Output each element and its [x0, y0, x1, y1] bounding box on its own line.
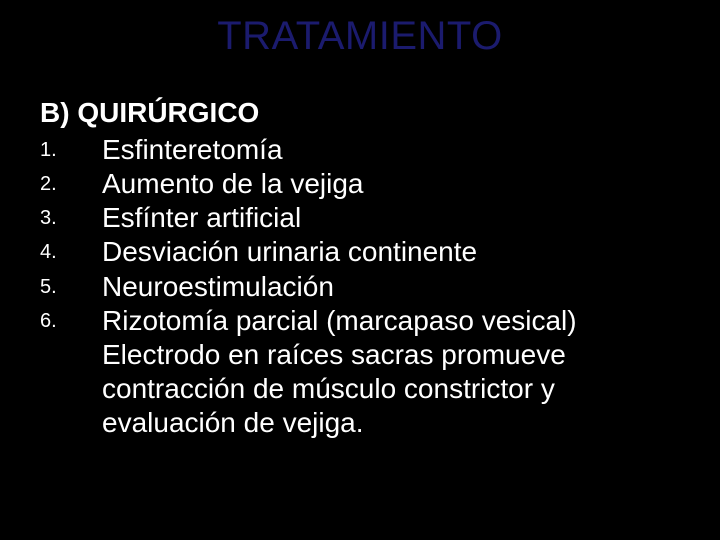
- list-item: 5. Neuroestimulación: [40, 270, 680, 304]
- list-item: 4. Desviación urinaria continente: [40, 235, 680, 269]
- slide-title: TRATAMIENTO: [0, 0, 720, 69]
- section-header: B) QUIRÚRGICO: [40, 97, 680, 129]
- list-number: 3.: [40, 201, 102, 230]
- list-item: 6. Rizotomía parcial (marcapaso vesical)…: [40, 304, 680, 441]
- slide-content: B) QUIRÚRGICO 1. Esfinteretomía 2. Aumen…: [0, 69, 720, 440]
- numbered-list: 1. Esfinteretomía 2. Aumento de la vejig…: [40, 133, 680, 440]
- slide: TRATAMIENTO B) QUIRÚRGICO 1. Esfintereto…: [0, 0, 720, 540]
- list-number: 2.: [40, 167, 102, 196]
- list-text: Desviación urinaria continente: [102, 235, 680, 269]
- list-item: 2. Aumento de la vejiga: [40, 167, 680, 201]
- list-text: Esfinteretomía: [102, 133, 680, 167]
- list-number: 5.: [40, 270, 102, 299]
- list-number: 6.: [40, 304, 102, 333]
- list-text: Neuroestimulación: [102, 270, 680, 304]
- list-text: Esfínter artificial: [102, 201, 680, 235]
- list-number: 1.: [40, 133, 102, 162]
- list-item: 1. Esfinteretomía: [40, 133, 680, 167]
- list-item: 3. Esfínter artificial: [40, 201, 680, 235]
- list-number: 4.: [40, 235, 102, 264]
- list-text: Aumento de la vejiga: [102, 167, 680, 201]
- list-text: Rizotomía parcial (marcapaso vesical) El…: [102, 304, 680, 441]
